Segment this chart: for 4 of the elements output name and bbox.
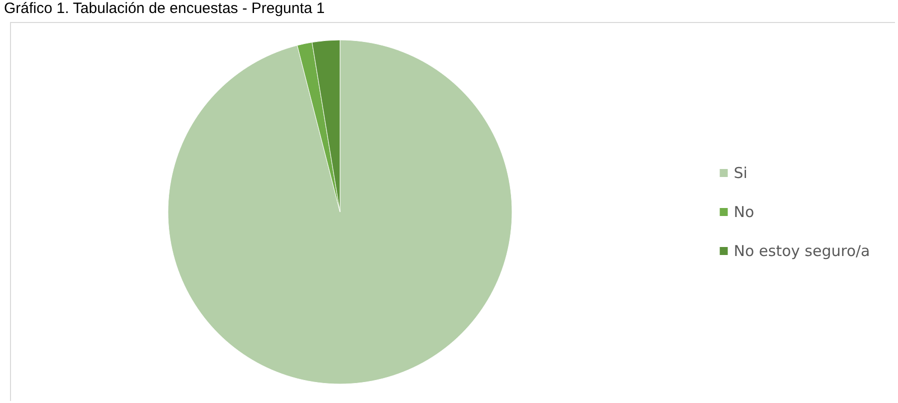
legend-label: No (734, 203, 754, 221)
legend-label: Si (734, 164, 748, 182)
legend-label: No estoy seguro/a (734, 242, 870, 260)
chart-title: Gráfico 1. Tabulación de encuestas - Pregunta 1 (4, 0, 325, 17)
